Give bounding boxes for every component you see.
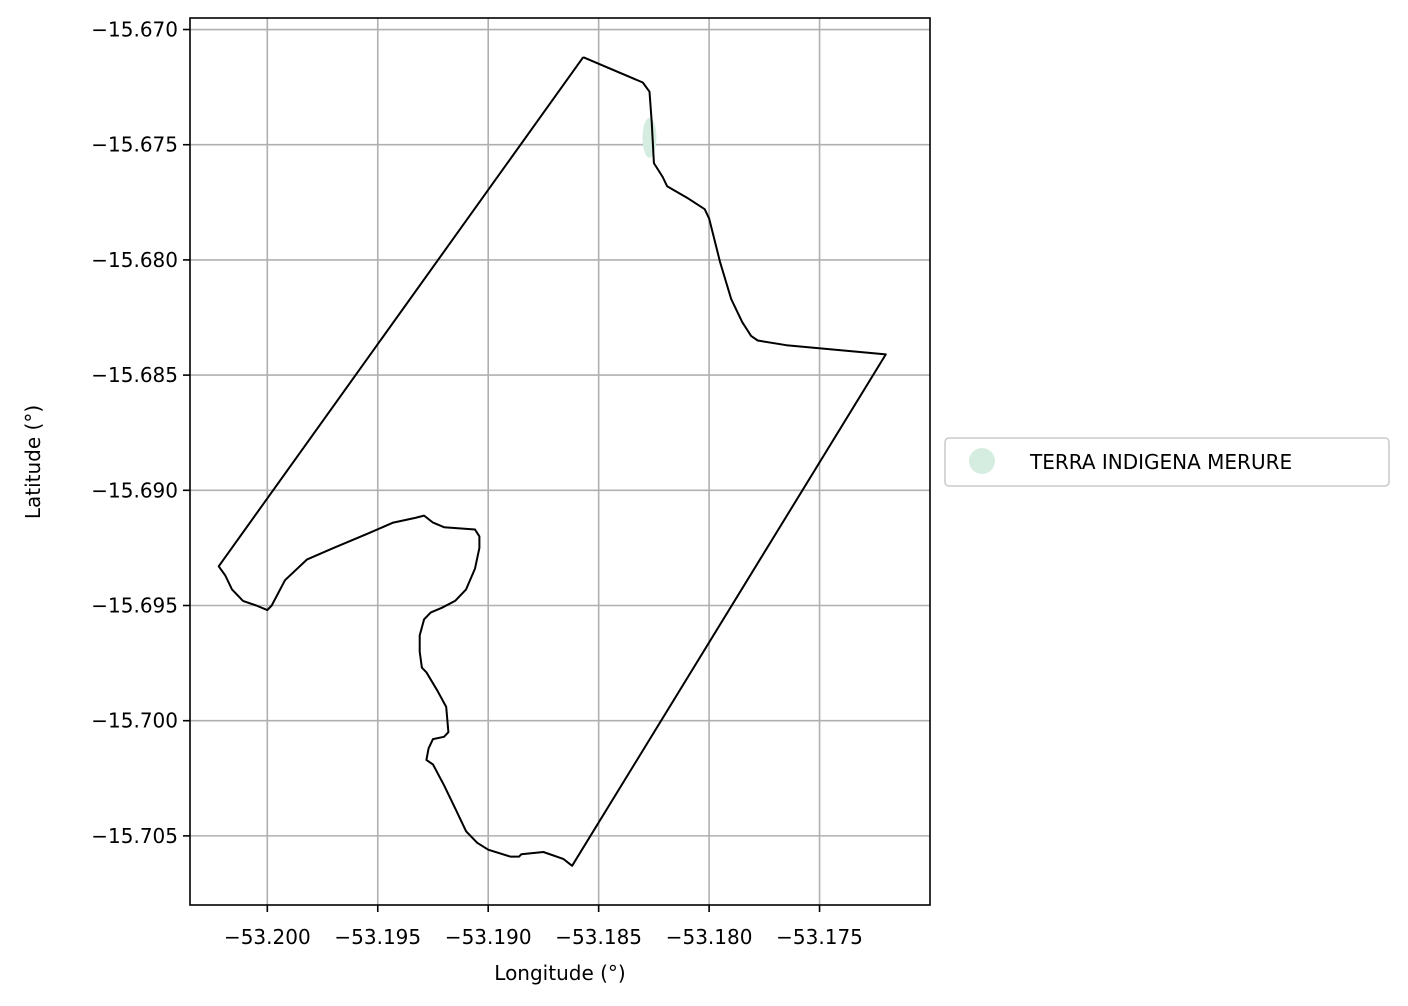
x-tick-label: −53.180 (666, 925, 753, 949)
legend: TERRA INDIGENA MERURE (944, 437, 1390, 487)
plot-frame (189, 17, 931, 906)
y-tick-label: −15.695 (91, 593, 178, 617)
y-axis-ticks: −15.670 −15.675 −15.680 −15.685 −15.690 −15.6… (91, 18, 190, 848)
x-axis-label: Longitude (°) (494, 961, 625, 985)
x-tick-label: −53.195 (334, 925, 421, 949)
legend-label: TERRA INDIGENA MERURE (1029, 450, 1292, 474)
y-tick-label: −15.675 (91, 133, 178, 157)
territory-marker (642, 117, 657, 158)
legend-marker (969, 448, 995, 474)
y-tick-label: −15.700 (91, 709, 178, 733)
x-axis-ticks: −53.200 −53.195 −53.190 −53.185 −53.180 −53.1… (224, 905, 863, 949)
boundary-layer (217, 56, 887, 867)
y-axis-label: Latitude (°) (21, 405, 45, 519)
x-tick-label: −53.175 (776, 925, 863, 949)
y-tick-label: −15.685 (91, 363, 178, 387)
x-tick-label: −53.200 (224, 925, 311, 949)
y-tick-label: −15.670 (91, 18, 178, 42)
y-tick-label: −15.680 (91, 248, 178, 272)
territory-boundary (217, 56, 887, 867)
legend-frame (944, 437, 1390, 487)
y-tick-label: −15.690 (91, 478, 178, 502)
x-tick-label: −53.185 (555, 925, 642, 949)
y-tick-label: −15.705 (91, 824, 178, 848)
x-tick-label: −53.190 (445, 925, 532, 949)
